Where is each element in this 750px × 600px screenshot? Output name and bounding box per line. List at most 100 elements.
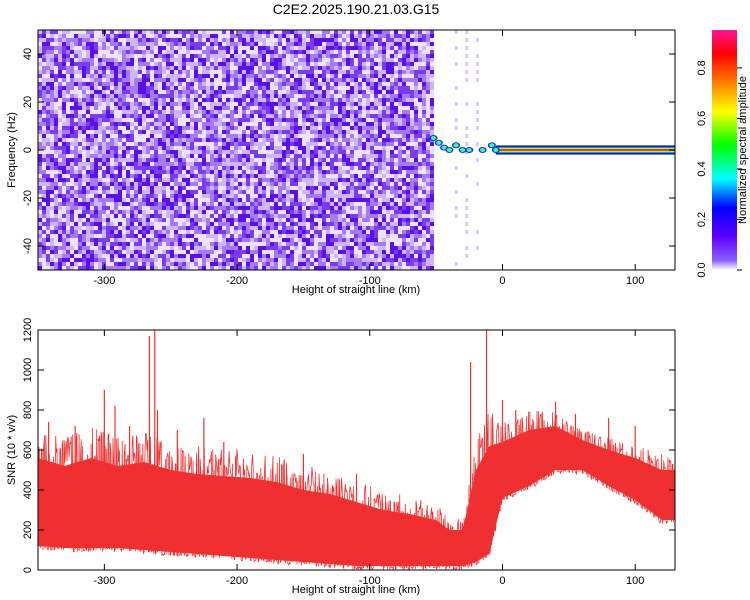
heatmap-cell xyxy=(230,110,234,114)
heatmap-cell xyxy=(142,58,146,62)
heatmap-cell xyxy=(214,82,218,86)
heatmap-cell xyxy=(218,86,222,90)
heatmap-cell xyxy=(158,154,162,158)
heatmap-cell xyxy=(350,198,354,202)
heatmap-cell xyxy=(326,194,330,198)
heatmap-cell xyxy=(86,74,90,78)
heatmap-cell xyxy=(306,138,310,142)
heatmap-cell xyxy=(214,66,218,70)
heatmap-cell xyxy=(62,58,66,62)
heatmap-cell xyxy=(346,230,350,234)
heatmap-cell xyxy=(118,122,122,126)
heatmap-cell xyxy=(130,54,134,58)
heatmap-cell xyxy=(310,114,314,118)
heatmap-cell xyxy=(330,46,334,50)
heatmap-cell xyxy=(78,50,82,54)
heatmap-cell xyxy=(66,122,70,126)
heatmap-cell xyxy=(158,162,162,166)
heatmap-cell xyxy=(142,230,146,234)
heatmap-cell xyxy=(318,90,322,94)
heatmap-cell xyxy=(290,258,294,262)
heatmap-cell xyxy=(90,98,94,102)
heatmap-cell xyxy=(38,158,42,162)
heatmap-cell xyxy=(210,106,214,110)
heatmap-cell xyxy=(46,218,50,222)
heatmap-cell xyxy=(82,242,86,246)
heatmap-cell xyxy=(198,246,202,250)
heatmap-cell xyxy=(222,66,226,70)
heatmap-cell xyxy=(306,82,310,86)
heatmap-cell xyxy=(226,74,230,78)
heatmap-cell xyxy=(262,194,266,198)
heatmap-cell xyxy=(50,58,54,62)
heatmap-cell xyxy=(46,30,50,34)
heatmap-cell xyxy=(230,42,234,46)
heatmap-cell xyxy=(106,218,110,222)
heatmap-cell xyxy=(302,218,306,222)
heatmap-cell xyxy=(70,166,74,170)
heatmap-cell xyxy=(358,254,362,258)
heatmap-cell xyxy=(234,170,238,174)
heatmap-cell xyxy=(354,38,358,42)
heatmap-cell xyxy=(166,198,170,202)
heatmap-cell xyxy=(254,182,258,186)
heatmap-cell xyxy=(134,138,138,142)
heatmap-cell xyxy=(222,86,226,90)
heatmap-cell xyxy=(50,182,54,186)
heatmap-cell xyxy=(226,162,230,166)
heatmap-cell xyxy=(126,138,130,142)
heatmap-cell xyxy=(70,150,74,154)
heatmap-cell xyxy=(66,238,70,242)
heatmap-cell xyxy=(254,110,258,114)
heatmap-cell xyxy=(354,142,358,146)
heatmap-cell xyxy=(70,50,74,54)
heatmap-cell xyxy=(370,90,374,94)
heatmap-cell xyxy=(194,182,198,186)
heatmap-cell xyxy=(250,206,254,210)
heatmap-cell xyxy=(206,194,210,198)
heatmap-cell xyxy=(366,202,370,206)
heatmap-cell xyxy=(118,246,122,250)
heatmap-cell xyxy=(266,82,270,86)
heatmap-cell xyxy=(298,66,302,70)
heatmap-cell xyxy=(330,138,334,142)
heatmap-cell xyxy=(210,82,214,86)
heatmap-cell xyxy=(238,118,242,122)
heatmap-cell xyxy=(370,70,374,74)
heatmap-cell xyxy=(146,210,150,214)
heatmap-cell xyxy=(230,30,234,34)
heatmap-cell xyxy=(150,122,154,126)
heatmap-cell xyxy=(98,210,102,214)
heatmap-cell xyxy=(282,102,286,106)
heatmap-cell xyxy=(298,254,302,258)
heatmap-cell xyxy=(150,86,154,90)
heatmap-cell xyxy=(138,102,142,106)
heatmap-cell xyxy=(358,70,362,74)
heatmap-cell xyxy=(226,222,230,226)
heatmap-cell xyxy=(66,34,70,38)
heatmap-cell xyxy=(74,266,78,270)
heatmap-cell xyxy=(350,206,354,210)
heatmap-cell xyxy=(94,170,98,174)
heatmap-cell xyxy=(150,266,154,270)
heatmap-cell xyxy=(86,30,90,34)
heatmap-cell xyxy=(50,106,54,110)
heatmap-cell xyxy=(218,242,222,246)
heatmap-cell xyxy=(358,242,362,246)
heatmap-cell xyxy=(90,142,94,146)
heatmap-cell xyxy=(98,262,102,266)
heatmap-cell xyxy=(186,170,190,174)
heatmap-cell xyxy=(266,234,270,238)
heatmap-cell xyxy=(254,54,258,58)
heatmap-cell xyxy=(362,122,366,126)
heatmap-cell xyxy=(78,198,82,202)
heatmap-cell xyxy=(322,170,326,174)
heatmap-cell xyxy=(106,186,110,190)
heatmap-cell xyxy=(290,222,294,226)
heatmap-cell xyxy=(198,42,202,46)
heatmap-cell xyxy=(182,62,186,66)
heatmap-cell xyxy=(206,266,210,270)
heatmap-cell xyxy=(238,222,242,226)
heatmap-cell xyxy=(166,114,170,118)
heatmap-cell xyxy=(306,70,310,74)
